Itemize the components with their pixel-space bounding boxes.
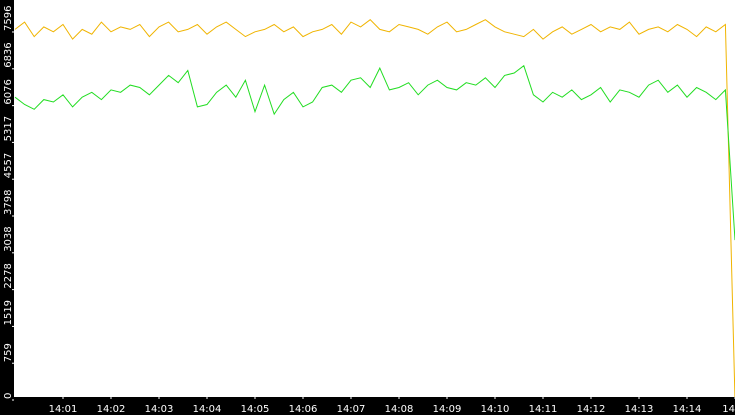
x-tick-label: 14:13 (625, 404, 654, 415)
x-axis-strip (0, 397, 735, 415)
y-tick-label: 7596 (3, 6, 14, 31)
x-tick-label: 14:06 (289, 404, 318, 415)
x-tick-label: 14 (722, 404, 735, 415)
y-tick-label: 759 (3, 343, 14, 362)
y-tick-label: 4557 (3, 153, 14, 178)
x-tick-label: 14:14 (673, 404, 702, 415)
y-axis-strip (0, 0, 14, 415)
x-tick-label: 14:12 (577, 404, 606, 415)
y-tick-label: 5317 (3, 116, 14, 141)
x-tick-label: 14:10 (481, 404, 510, 415)
x-tick-label: 14:04 (193, 404, 222, 415)
y-tick-label: 2278 (3, 263, 14, 288)
y-tick-label: 6836 (3, 42, 14, 67)
series-line (14, 64, 735, 241)
y-tick-label: 3038 (3, 226, 14, 251)
x-tick-label: 14:05 (241, 404, 270, 415)
x-tick-label: 14:03 (145, 404, 174, 415)
x-tick-label: 14:11 (529, 404, 558, 415)
x-tick-label: 14:07 (337, 404, 366, 415)
series-line (14, 19, 735, 401)
x-tick-label: 14:01 (49, 404, 78, 415)
y-tick-label: 1519 (3, 300, 14, 325)
x-tick-label: 14:09 (433, 404, 462, 415)
x-tick-label: 14:08 (385, 404, 414, 415)
y-tick-label: 6076 (3, 79, 14, 104)
y-tick-label: 0 (3, 393, 14, 399)
x-tick-label: 14:02 (97, 404, 126, 415)
y-tick-label: 3798 (3, 190, 14, 215)
